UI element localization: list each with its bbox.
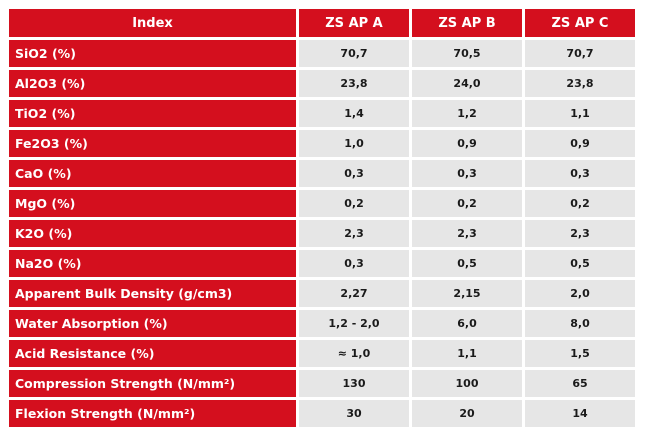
table-row: SiO2 (%) 70,7 70,5 70,7 <box>9 40 635 70</box>
table-cell: ≈ 1,0 <box>296 340 409 370</box>
row-label: Apparent Bulk Density (g/cm3) <box>9 280 296 310</box>
table-cell: 8,0 <box>522 310 635 340</box>
table-row: TiO2 (%) 1,4 1,2 1,1 <box>9 100 635 130</box>
table-cell: 1,1 <box>522 100 635 130</box>
table-row: Compression Strength (N/mm²) 130 100 65 <box>9 370 635 400</box>
row-label: SiO2 (%) <box>9 40 296 70</box>
table-cell: 1,2 <box>409 100 522 130</box>
table-cell: 23,8 <box>296 70 409 100</box>
header-index: Index <box>9 9 296 40</box>
header-zs-ap-b: ZS AP B <box>409 9 522 40</box>
table-cell: 70,5 <box>409 40 522 70</box>
table-cell: 20 <box>409 400 522 430</box>
table-cell: 1,0 <box>296 130 409 160</box>
row-label: Compression Strength (N/mm²) <box>9 370 296 400</box>
table-row: MgO (%) 0,2 0,2 0,2 <box>9 190 635 220</box>
table-cell: 0,3 <box>296 160 409 190</box>
row-label: CaO (%) <box>9 160 296 190</box>
table-cell: 130 <box>296 370 409 400</box>
table-cell: 1,1 <box>409 340 522 370</box>
table-cell: 0,2 <box>409 190 522 220</box>
table-cell: 0,9 <box>522 130 635 160</box>
table-row: Na2O (%) 0,3 0,5 0,5 <box>9 250 635 280</box>
header-zs-ap-c: ZS AP C <box>522 9 635 40</box>
row-label: Al2O3 (%) <box>9 70 296 100</box>
table-row: K2O (%) 2,3 2,3 2,3 <box>9 220 635 250</box>
table-row: Al2O3 (%) 23,8 24,0 23,8 <box>9 70 635 100</box>
table-cell: 1,5 <box>522 340 635 370</box>
table-cell: 30 <box>296 400 409 430</box>
table-cell: 2,3 <box>296 220 409 250</box>
table-cell: 0,2 <box>296 190 409 220</box>
table-row: Flexion Strength (N/mm²) 30 20 14 <box>9 400 635 430</box>
row-label: K2O (%) <box>9 220 296 250</box>
row-label: TiO2 (%) <box>9 100 296 130</box>
table-cell: 0,5 <box>409 250 522 280</box>
table-cell: 65 <box>522 370 635 400</box>
header-zs-ap-a: ZS AP A <box>296 9 409 40</box>
header-row: Index ZS AP A ZS AP B ZS AP C <box>9 9 635 40</box>
table-cell: 0,3 <box>296 250 409 280</box>
table-cell: 100 <box>409 370 522 400</box>
table-cell: 2,0 <box>522 280 635 310</box>
row-label: MgO (%) <box>9 190 296 220</box>
properties-table: Index ZS AP A ZS AP B ZS AP C SiO2 (%) 70… <box>9 9 635 430</box>
row-label: Acid Resistance (%) <box>9 340 296 370</box>
table-row: Apparent Bulk Density (g/cm3) 2,27 2,15 2,0 <box>9 280 635 310</box>
table-cell: 70,7 <box>522 40 635 70</box>
table-cell: 23,8 <box>522 70 635 100</box>
row-label: Flexion Strength (N/mm²) <box>9 400 296 430</box>
table-cell: 0,2 <box>522 190 635 220</box>
table-row: Fe2O3 (%) 1,0 0,9 0,9 <box>9 130 635 160</box>
table-cell: 24,0 <box>409 70 522 100</box>
table-cell: 6,0 <box>409 310 522 340</box>
table-cell: 2,3 <box>409 220 522 250</box>
table-cell: 0,3 <box>522 160 635 190</box>
table-cell: 0,3 <box>409 160 522 190</box>
table-cell: 0,5 <box>522 250 635 280</box>
table-cell: 2,15 <box>409 280 522 310</box>
table-cell: 1,2 - 2,0 <box>296 310 409 340</box>
table-row: Acid Resistance (%) ≈ 1,0 1,1 1,5 <box>9 340 635 370</box>
table-cell: 1,4 <box>296 100 409 130</box>
table-cell: 70,7 <box>296 40 409 70</box>
table-cell: 0,9 <box>409 130 522 160</box>
table-row: Water Absorption (%) 1,2 - 2,0 6,0 8,0 <box>9 310 635 340</box>
row-label: Fe2O3 (%) <box>9 130 296 160</box>
row-label: Water Absorption (%) <box>9 310 296 340</box>
table-cell: 2,27 <box>296 280 409 310</box>
table-cell: 2,3 <box>522 220 635 250</box>
row-label: Na2O (%) <box>9 250 296 280</box>
table-cell: 14 <box>522 400 635 430</box>
table-row: CaO (%) 0,3 0,3 0,3 <box>9 160 635 190</box>
